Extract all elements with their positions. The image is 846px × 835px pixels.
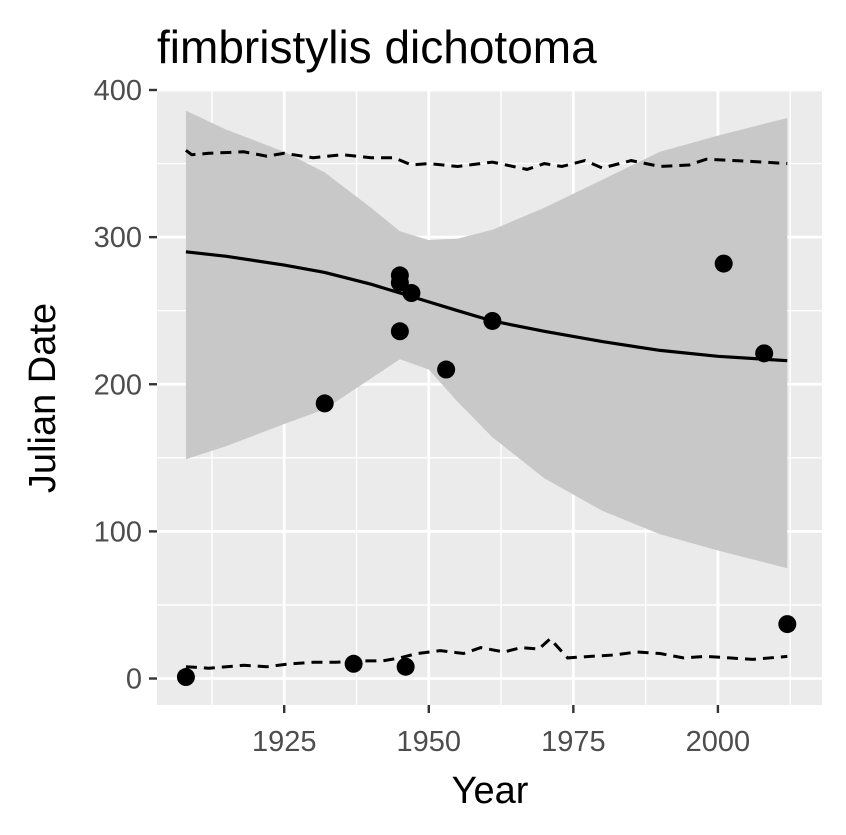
y-tick-label: 0 — [126, 664, 142, 696]
y-axis-title: Julian Date — [22, 303, 64, 493]
y-axis: 0 100 200 300 400 — [94, 75, 157, 696]
fit-line — [185, 250, 788, 363]
x-tick-label: 1950 — [397, 726, 462, 758]
data-point — [402, 284, 421, 303]
data-point — [483, 311, 502, 330]
data-point — [176, 668, 195, 687]
data-point — [714, 254, 733, 273]
data-point — [437, 360, 456, 379]
data-point — [755, 344, 774, 363]
x-axis: 1925 1950 1975 2000 — [252, 705, 750, 758]
data-point — [390, 322, 409, 341]
confidence-band — [185, 110, 788, 569]
x-tick-label: 2000 — [686, 726, 751, 758]
dashed-lower-line — [185, 636, 788, 670]
dashed-lines-group — [184, 149, 788, 670]
data-point — [778, 615, 797, 634]
chart-title: fimbristylis dichotoma — [157, 21, 597, 73]
x-axis-title: Year — [452, 770, 529, 812]
y-tick-label: 300 — [94, 222, 142, 254]
data-point — [396, 657, 415, 676]
confidence-band-group — [185, 110, 788, 569]
y-tick-label: 100 — [94, 516, 142, 548]
data-point — [344, 654, 363, 673]
dashed-upper-line — [184, 149, 788, 171]
points-group — [176, 254, 797, 687]
data-point — [315, 394, 334, 413]
y-tick-label: 200 — [94, 369, 142, 401]
y-tick-label: 400 — [94, 75, 142, 107]
data-point — [390, 273, 409, 292]
fit-line-group — [185, 250, 788, 363]
x-tick-label: 1925 — [252, 726, 317, 758]
x-tick-label: 1975 — [541, 726, 606, 758]
